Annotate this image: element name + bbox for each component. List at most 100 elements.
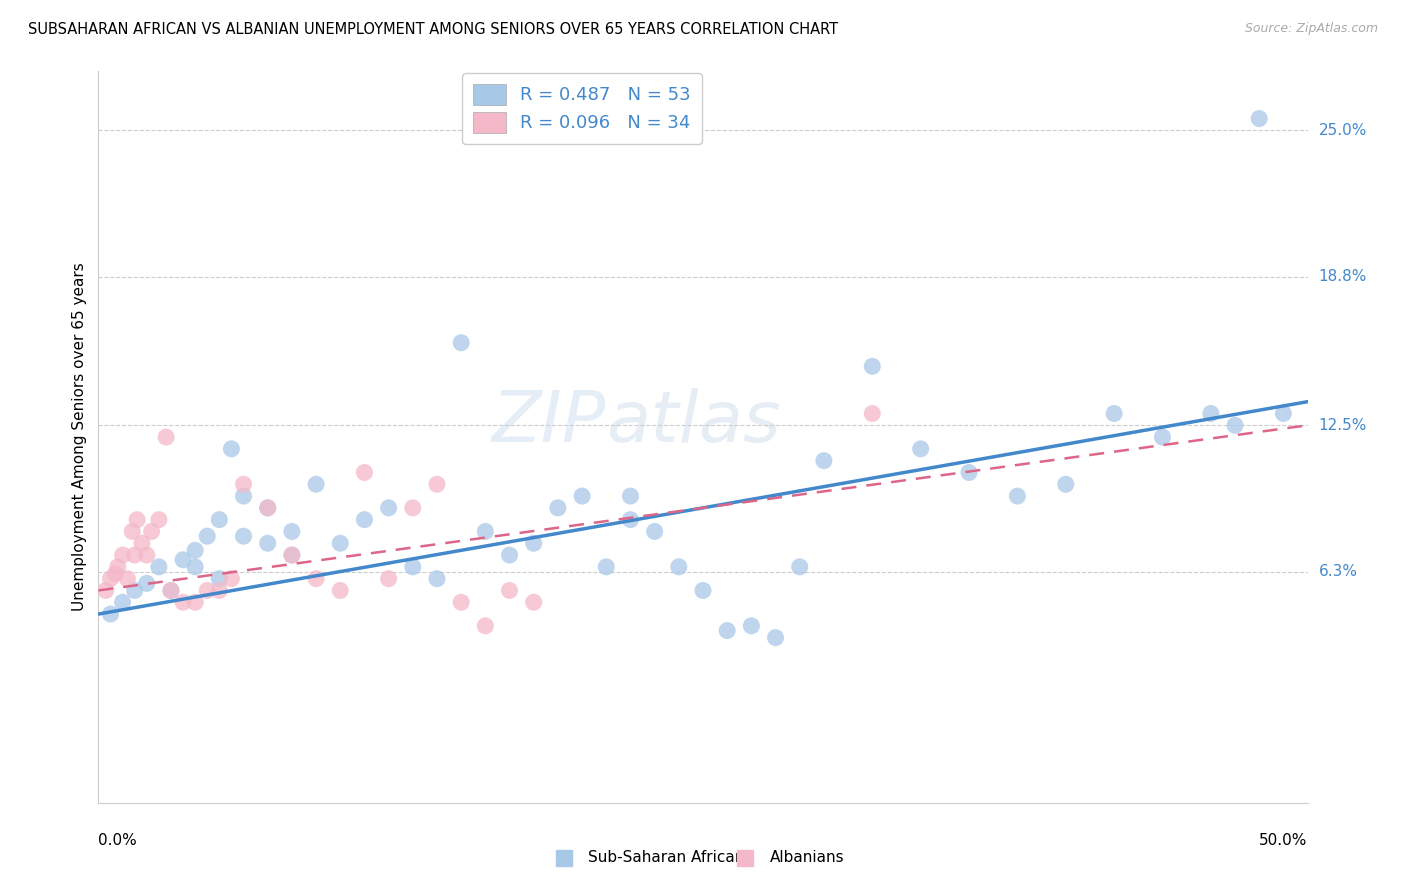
Point: [1102, 407, 1125, 421]
Point: [813, 453, 835, 467]
Text: atlas: atlas: [606, 388, 780, 457]
Point: [402, 559, 425, 574]
Text: Albanians: Albanians: [769, 850, 844, 865]
Point: [208, 513, 231, 527]
Point: [910, 442, 932, 456]
Point: [498, 583, 520, 598]
Point: [104, 566, 127, 581]
Point: [124, 548, 146, 562]
Point: [716, 624, 738, 638]
Point: [377, 500, 399, 515]
Point: [111, 548, 134, 562]
Point: [305, 477, 328, 491]
Point: [100, 607, 122, 621]
Point: [595, 559, 617, 574]
Point: [208, 572, 231, 586]
Point: [111, 595, 134, 609]
Point: [100, 572, 122, 586]
Point: [155, 430, 177, 444]
Point: [121, 524, 143, 539]
Point: [523, 536, 546, 550]
Point: [740, 619, 762, 633]
Text: 6.3%: 6.3%: [1319, 564, 1358, 579]
Point: [184, 595, 207, 609]
Point: [1007, 489, 1029, 503]
Legend: R = 0.487   N = 53, R = 0.096   N = 34: R = 0.487 N = 53, R = 0.096 N = 34: [463, 73, 702, 144]
Point: [619, 513, 641, 527]
Point: [450, 595, 472, 609]
Point: [789, 559, 811, 574]
Point: [571, 489, 593, 503]
Point: [329, 536, 352, 550]
Point: [256, 536, 278, 550]
Point: [281, 548, 304, 562]
Point: [281, 524, 304, 539]
Point: [195, 583, 218, 598]
Point: [107, 559, 129, 574]
Point: [523, 595, 546, 609]
Text: 18.8%: 18.8%: [1319, 269, 1367, 285]
Point: [644, 524, 666, 539]
Point: [94, 583, 117, 598]
Point: [160, 583, 183, 598]
Point: [256, 500, 278, 515]
Point: [860, 359, 883, 374]
Point: [232, 529, 254, 543]
Point: [450, 335, 472, 350]
Point: [232, 489, 254, 503]
Point: [1199, 407, 1222, 421]
Point: [127, 513, 149, 527]
Point: [184, 559, 207, 574]
Point: [353, 466, 375, 480]
Point: [1223, 418, 1246, 433]
Point: [135, 576, 157, 591]
Point: [172, 595, 194, 609]
Point: [117, 572, 139, 586]
Point: [860, 407, 883, 421]
Point: [1054, 477, 1077, 491]
Point: [498, 548, 520, 562]
Point: [124, 583, 146, 598]
Point: [619, 489, 641, 503]
Text: SUBSAHARAN AFRICAN VS ALBANIAN UNEMPLOYMENT AMONG SENIORS OVER 65 YEARS CORRELAT: SUBSAHARAN AFRICAN VS ALBANIAN UNEMPLOYM…: [28, 22, 838, 37]
Point: [329, 583, 352, 598]
Point: [208, 583, 231, 598]
Point: [281, 548, 304, 562]
Text: Source: ZipAtlas.com: Source: ZipAtlas.com: [1244, 22, 1378, 36]
Point: [474, 619, 496, 633]
Point: [1152, 430, 1174, 444]
Text: Sub-Saharan Africans: Sub-Saharan Africans: [588, 850, 752, 865]
Point: [148, 559, 170, 574]
Point: [426, 572, 449, 586]
Text: 25.0%: 25.0%: [1319, 123, 1367, 138]
Point: [148, 513, 170, 527]
Point: [402, 500, 425, 515]
Point: [474, 524, 496, 539]
Point: [426, 477, 449, 491]
Text: 12.5%: 12.5%: [1319, 417, 1367, 433]
Point: [232, 477, 254, 491]
Point: [305, 572, 328, 586]
Point: [141, 524, 163, 539]
Point: [195, 529, 218, 543]
Point: [692, 583, 714, 598]
Point: [1249, 112, 1271, 126]
Point: [957, 466, 980, 480]
Point: [256, 500, 278, 515]
Text: 0.0%: 0.0%: [98, 833, 138, 848]
Point: [668, 559, 690, 574]
Point: [377, 572, 399, 586]
Point: [160, 583, 183, 598]
Point: [135, 548, 157, 562]
Y-axis label: Unemployment Among Seniors over 65 years: Unemployment Among Seniors over 65 years: [72, 263, 87, 611]
Text: 50.0%: 50.0%: [1260, 833, 1308, 848]
Point: [1272, 407, 1295, 421]
Point: [131, 536, 153, 550]
Point: [221, 442, 243, 456]
Point: [765, 631, 787, 645]
Point: [353, 513, 375, 527]
Point: [172, 553, 194, 567]
Point: [184, 543, 207, 558]
Point: [547, 500, 569, 515]
Point: [221, 572, 243, 586]
